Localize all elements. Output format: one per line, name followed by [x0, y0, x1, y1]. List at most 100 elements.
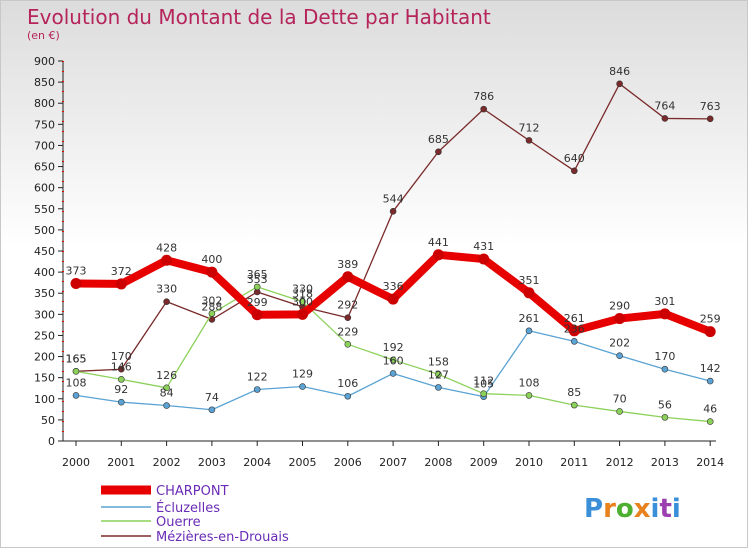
data-label: 146 — [111, 360, 132, 373]
data-label: 336 — [383, 280, 404, 293]
legend-label: Ouerre — [156, 515, 201, 530]
data-label: 330 — [156, 283, 177, 296]
data-label: 192 — [383, 341, 404, 354]
data-label: 353 — [247, 273, 268, 286]
data-label: 108 — [66, 376, 87, 389]
data-label: 127 — [428, 368, 449, 381]
data-label: 372 — [111, 265, 132, 278]
data-point — [706, 115, 714, 123]
data-point — [344, 341, 352, 348]
data-point — [659, 308, 671, 320]
data-point — [161, 254, 173, 266]
data-point — [661, 115, 669, 122]
data-point — [389, 208, 397, 215]
y-tick-label: 550 — [34, 203, 55, 216]
data-label: 202 — [609, 337, 630, 350]
y-tick-label: 800 — [34, 97, 55, 110]
data-label: 389 — [337, 258, 358, 271]
data-label: 142 — [700, 362, 721, 375]
y-tick-label: 850 — [34, 76, 55, 89]
x-tick-label: 2003 — [198, 456, 226, 469]
data-point — [299, 383, 306, 390]
data-point — [525, 392, 533, 399]
x-tick-label: 2011 — [560, 456, 588, 469]
y-tick-label: 100 — [34, 393, 55, 406]
y-tick-label: 750 — [34, 118, 55, 131]
y-tick-label: 350 — [34, 287, 55, 300]
data-label: 229 — [337, 325, 358, 338]
y-tick-label: 650 — [34, 161, 55, 174]
data-point — [72, 368, 80, 375]
legend-label: Écluzelles — [156, 500, 220, 516]
x-tick-label: 2007 — [379, 456, 407, 469]
data-label: 126 — [156, 369, 177, 382]
y-tick-label: 250 — [34, 329, 55, 342]
data-label: 74 — [205, 391, 219, 404]
data-point — [387, 293, 399, 305]
data-label: 261 — [564, 312, 585, 325]
data-point — [206, 266, 218, 278]
data-label: 259 — [700, 313, 721, 326]
data-point — [118, 365, 125, 373]
data-label: 685 — [428, 133, 449, 146]
data-point — [661, 414, 669, 421]
data-point — [163, 402, 170, 409]
data-label: 288 — [201, 300, 222, 313]
data-label: 46 — [703, 403, 717, 416]
x-tick-label: 2005 — [289, 456, 317, 469]
data-point — [525, 137, 533, 144]
data-label: 292 — [337, 299, 358, 312]
data-label: 122 — [247, 370, 268, 383]
proxiti-logo: Proxiti — [584, 494, 681, 524]
data-label: 640 — [564, 152, 585, 165]
x-tick-label: 2000 — [62, 456, 90, 469]
x-tick-label: 2002 — [153, 456, 181, 469]
data-label: 786 — [473, 90, 494, 103]
data-point — [523, 287, 535, 299]
data-point — [568, 325, 580, 337]
data-point — [704, 326, 716, 338]
data-label: 846 — [609, 65, 630, 78]
data-label: 712 — [519, 121, 540, 134]
legend-label: Mézières-en-Drouais — [156, 530, 289, 545]
data-point — [616, 80, 623, 88]
data-label: 170 — [111, 350, 132, 363]
y-tick-label: 700 — [34, 139, 55, 152]
data-label: 170 — [654, 350, 675, 363]
data-point — [435, 148, 442, 156]
data-point — [253, 283, 261, 291]
y-tick-label: 50 — [41, 414, 55, 427]
data-label: 290 — [609, 300, 630, 313]
data-point — [251, 309, 263, 321]
data-point — [435, 370, 442, 378]
x-tick-label: 2009 — [470, 456, 498, 469]
series-line-3 — [75, 83, 711, 372]
y-tick-label: 200 — [34, 351, 55, 364]
data-point — [706, 418, 714, 425]
data-label: 85 — [567, 386, 581, 399]
x-tick-label: 2014 — [696, 456, 724, 469]
data-point — [118, 398, 125, 406]
data-label: 441 — [428, 236, 449, 249]
data-label: 544 — [383, 192, 404, 205]
data-label: 236 — [564, 322, 585, 335]
data-label: 129 — [292, 368, 313, 381]
data-label: 318 — [292, 288, 313, 301]
data-label: 165 — [66, 352, 87, 365]
data-label: 261 — [519, 312, 540, 325]
data-label: 160 — [383, 354, 404, 367]
data-label: 330 — [292, 283, 313, 296]
x-tick-label: 2004 — [243, 456, 271, 469]
legend-label: CHARPONT — [156, 484, 229, 499]
data-point — [163, 298, 170, 305]
data-point — [616, 408, 623, 415]
data-point — [389, 356, 397, 364]
data-point — [344, 314, 352, 322]
data-point — [72, 392, 80, 399]
data-point — [570, 167, 578, 175]
chart-title: Evolution du Montant de la Dette par Hab… — [27, 5, 491, 29]
x-tick-label: 2001 — [107, 456, 135, 469]
data-point — [478, 253, 490, 265]
